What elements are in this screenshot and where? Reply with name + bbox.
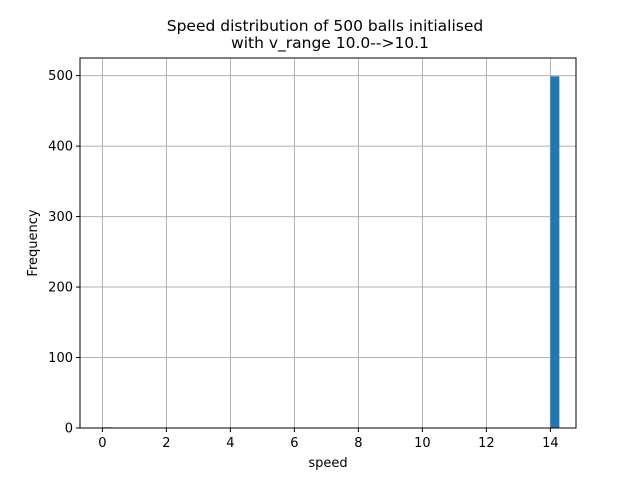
x-tick-label: 6 xyxy=(290,436,298,451)
y-tick-label: 500 xyxy=(48,69,73,84)
x-axis-label: speed xyxy=(308,456,347,471)
y-axis-label: Frequency xyxy=(26,209,41,276)
x-tick-label: 4 xyxy=(226,436,234,451)
chart-title: Speed distribution of 500 balls initiali… xyxy=(167,17,484,35)
y-tick-label: 200 xyxy=(48,281,73,296)
y-tick-label: 400 xyxy=(48,140,73,155)
y-tick-label: 100 xyxy=(48,351,73,366)
y-axis-ticks: 0 100 200 300 400 500 xyxy=(48,69,80,437)
x-axis-ticks: 0 2 4 6 8 10 12 14 xyxy=(98,428,559,451)
x-tick-label: 8 xyxy=(354,436,362,451)
x-tick-label: 2 xyxy=(162,436,170,451)
grid xyxy=(80,58,576,429)
x-tick-label: 10 xyxy=(414,436,431,451)
histogram-bar xyxy=(550,76,560,429)
y-tick-label: 0 xyxy=(65,422,73,437)
x-tick-label: 0 xyxy=(98,436,106,451)
x-tick-label: 14 xyxy=(542,436,559,451)
y-tick-label: 300 xyxy=(48,210,73,225)
plot-frame xyxy=(79,57,577,429)
bars xyxy=(102,76,560,429)
x-tick-label: 12 xyxy=(478,436,495,451)
chart-subtitle: with v_range 10.0-->10.1 xyxy=(231,34,429,53)
